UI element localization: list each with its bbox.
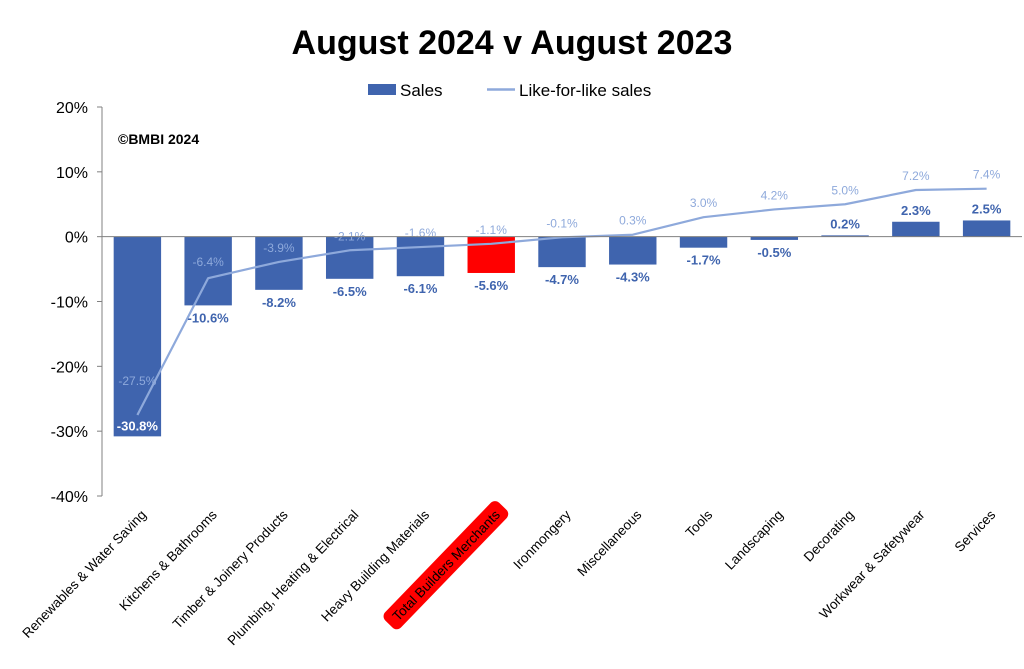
bar [962, 220, 1011, 237]
legend-label-sales: Sales [400, 81, 443, 100]
lfl-value-label: 5.0% [831, 183, 859, 197]
lfl-value-label: -1.6% [405, 226, 437, 240]
lfl-value-label: -27.5% [118, 374, 156, 388]
category-label-highlight: Total Builders Merchants [383, 501, 509, 630]
bar-value-label: 2.3% [901, 203, 931, 218]
bar [750, 236, 799, 240]
sales-bars [113, 220, 1011, 437]
highlight-pill [383, 501, 509, 630]
category-label: Renewables & Water Saving [19, 507, 149, 641]
lfl-value-label: 7.4% [973, 168, 1001, 182]
y-tick-label: -10% [51, 295, 88, 312]
bar-value-label: 0.2% [830, 216, 860, 231]
bar [113, 236, 162, 437]
category-label-text: Miscellaneous [574, 507, 644, 579]
bar-value-label: -8.2% [262, 295, 296, 310]
category-label-text: Timber & Joinery Products [170, 507, 291, 632]
category-label: Decorating [801, 507, 857, 564]
category-label: Plumbing, Heating & Electrical [225, 507, 362, 648]
lfl-value-label: -3.9% [263, 241, 295, 255]
category-label-text: Services [952, 507, 999, 555]
y-tick-label: 20% [56, 100, 88, 117]
bar-value-label: -5.6% [474, 278, 508, 293]
bar [679, 236, 728, 248]
lfl-value-label: 7.2% [902, 169, 930, 183]
category-label-text: Tools [683, 507, 716, 540]
bar-value-label: -6.1% [403, 281, 437, 296]
bar-value-label: -4.3% [616, 270, 650, 285]
bar-value-label: -6.5% [333, 284, 367, 299]
legend-label-lfl: Like-for-like sales [519, 81, 651, 100]
bar-value-label: -30.8% [117, 418, 159, 433]
bar-value-label: -1.7% [687, 253, 721, 268]
category-label-text: Plumbing, Heating & Electrical [225, 507, 362, 648]
bar [396, 236, 445, 277]
legend: Sales Like-for-like sales [368, 81, 651, 100]
bar-value-label: -10.6% [188, 310, 230, 325]
legend-swatch-sales [368, 84, 396, 95]
category-label: Tools [683, 507, 716, 540]
category-label-text: Renewables & Water Saving [19, 507, 149, 641]
lfl-value-label: 0.3% [619, 214, 647, 228]
lfl-value-label: 4.2% [761, 188, 789, 202]
category-label: Miscellaneous [574, 507, 644, 579]
category-label: Landscaping [722, 507, 786, 573]
bar [325, 236, 374, 279]
y-axis: 20% 10% 0% -10% -20% -30% -40% [51, 100, 103, 506]
y-tick-label: -20% [51, 359, 88, 376]
chart-title: August 2024 v August 2023 [292, 24, 733, 62]
category-label: Ironmongery [510, 507, 574, 572]
y-tick-label: -30% [51, 424, 88, 441]
y-tick-label: 10% [56, 165, 88, 182]
bar-value-label: 2.5% [972, 201, 1002, 216]
lfl-value-label: -6.4% [192, 255, 224, 269]
copyright-note: ©BMBI 2024 [118, 131, 199, 147]
category-label: Services [952, 507, 999, 555]
lfl-line-series [136, 187, 987, 416]
lfl-line [136, 187, 987, 416]
lfl-value-label: 3.0% [690, 196, 718, 210]
lfl-value-label: -0.1% [546, 216, 578, 230]
bar [609, 236, 657, 265]
bar-value-label: -0.5% [757, 245, 791, 260]
category-label-text: Decorating [801, 507, 857, 564]
bar [184, 236, 232, 306]
y-tick-label: -40% [51, 489, 88, 506]
y-tick-label: 0% [65, 230, 88, 247]
category-label-text: Ironmongery [510, 507, 574, 572]
bar [821, 235, 869, 237]
category-label: Timber & Joinery Products [170, 507, 291, 632]
bar-value-label: -4.7% [545, 272, 579, 287]
bar [892, 221, 940, 237]
bar [255, 236, 303, 290]
bar [538, 236, 586, 268]
category-label-text: Landscaping [722, 507, 786, 573]
sales-bar-labels: -30.8% -10.6% -8.2% -6.5% -6.1% -5.6% -4.7% -4.… [117, 201, 1002, 433]
lfl-value-label: -1.1% [476, 223, 508, 237]
